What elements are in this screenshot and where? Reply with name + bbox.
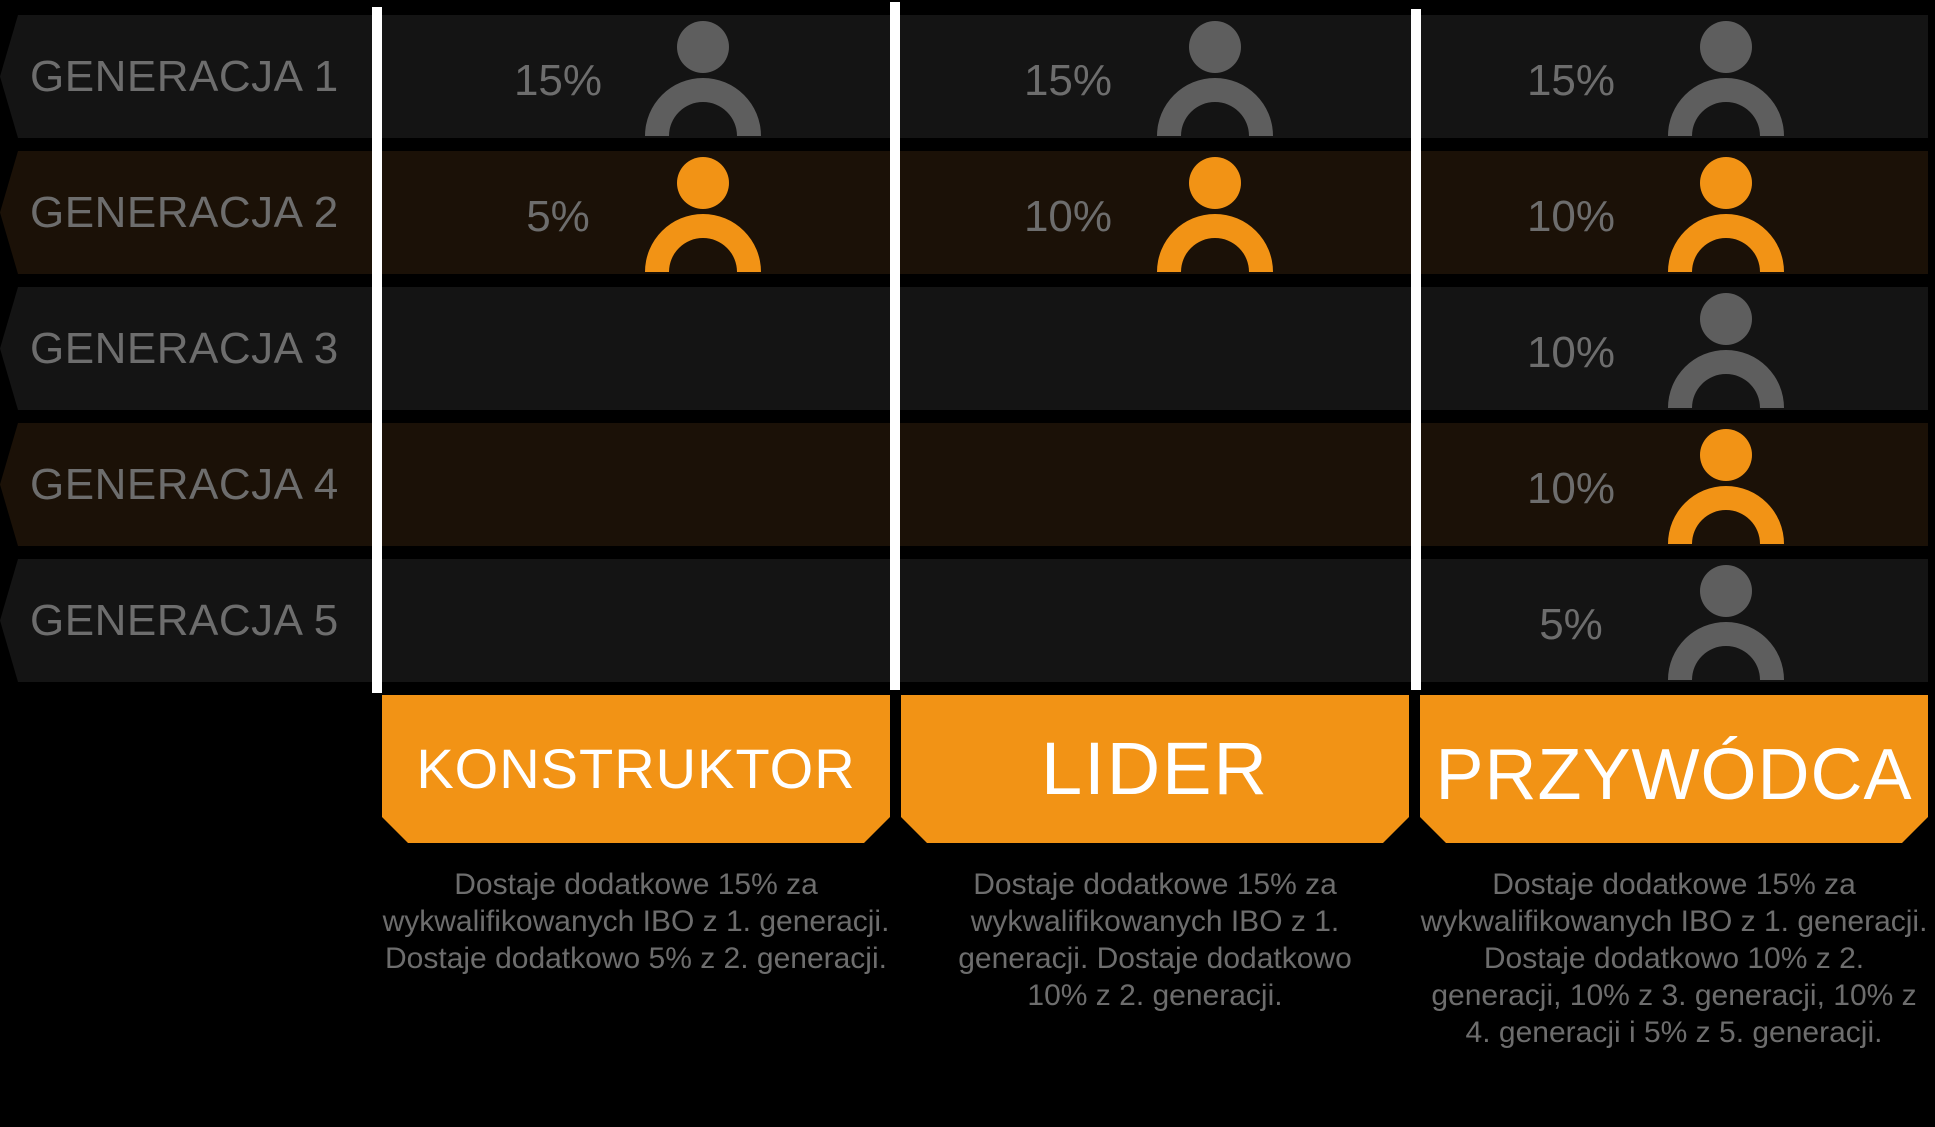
- row-band-generation-5: [0, 559, 1928, 682]
- person-icon: [1157, 21, 1273, 136]
- generation-label: GENERACJA 4: [30, 460, 339, 509]
- percentage-value: 10%: [1526, 328, 1616, 377]
- percentage-value: 15%: [1526, 56, 1616, 105]
- level-title-przywodca: PRZYWÓDCA: [1420, 695, 1928, 843]
- generation-label: GENERACJA 1: [30, 52, 339, 101]
- level-title-text: PRZYWÓDCA: [1435, 735, 1913, 815]
- person-icon: [1668, 429, 1784, 544]
- percentage-value: 5%: [526, 192, 590, 241]
- level-description: Dostaje dodatkowe 15% za wykwalifikowany…: [1420, 868, 1928, 1049]
- percentage-value: 10%: [1023, 192, 1113, 241]
- generation-label: GENERACJA 5: [30, 596, 339, 645]
- person-icon: [1157, 157, 1273, 272]
- column-divider: [890, 2, 900, 690]
- percentage-value: 5%: [1539, 600, 1603, 649]
- level-title-text: KONSTRUKTOR: [416, 737, 856, 800]
- level-title-lider: LIDER: [901, 695, 1409, 843]
- level-title-konstruktor: KONSTRUKTOR: [382, 695, 890, 843]
- column-divider: [372, 7, 382, 693]
- person-icon: [1668, 293, 1784, 408]
- row-band-generation-1: [0, 15, 1928, 138]
- row-band-generation-3: [0, 287, 1928, 410]
- percentage-value: 15%: [1023, 56, 1113, 105]
- column-divider: [1411, 9, 1421, 690]
- level-description: Dostaje dodatkowe 15% za wykwalifikowany…: [382, 868, 890, 975]
- generation-label: GENERACJA 2: [30, 188, 339, 237]
- row-band-generation-2: [0, 151, 1928, 274]
- percentage-value: 10%: [1526, 464, 1616, 513]
- percentage-value: 15%: [513, 56, 603, 105]
- person-icon: [1668, 157, 1784, 272]
- level-description: Dostaje dodatkowe 15% za wykwalifikowany…: [958, 868, 1352, 1012]
- generation-label: GENERACJA 3: [30, 324, 339, 373]
- row-band-generation-4: [0, 423, 1928, 546]
- person-icon: [1668, 21, 1784, 136]
- person-icon: [645, 157, 761, 272]
- person-icon: [1668, 565, 1784, 680]
- level-title-text: LIDER: [1041, 727, 1269, 810]
- percentage-value: 10%: [1526, 192, 1616, 241]
- person-icon: [645, 21, 761, 136]
